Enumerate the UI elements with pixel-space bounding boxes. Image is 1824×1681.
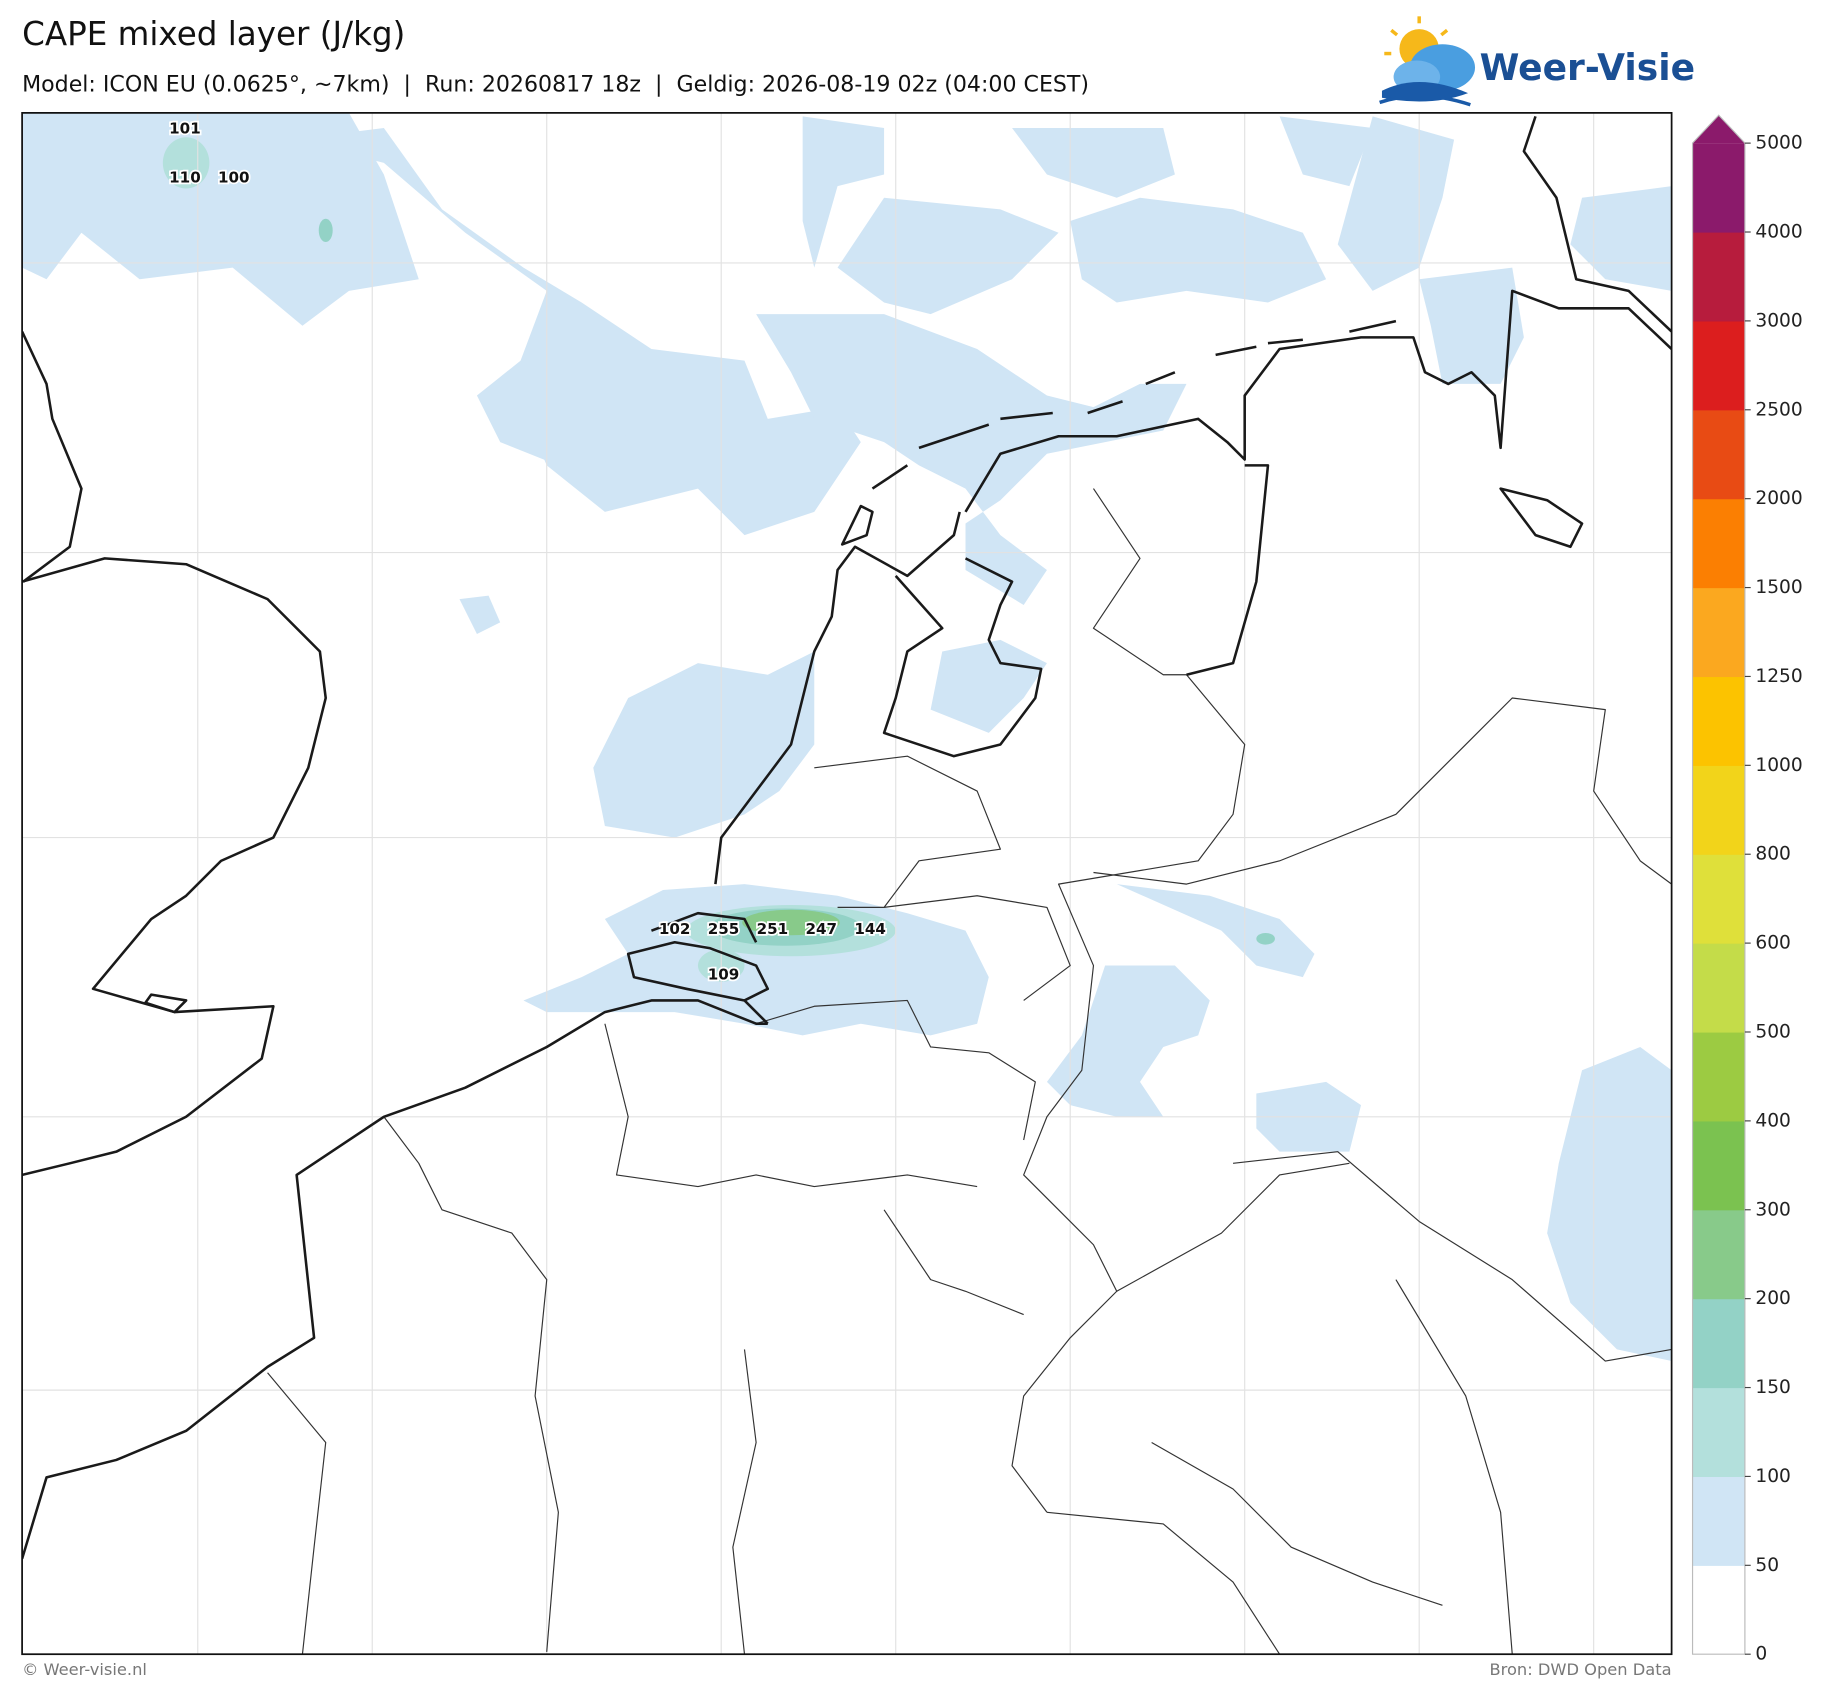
coastlines (22, 115, 1672, 1560)
colorbar-segment (1692, 409, 1745, 500)
colorbar-tick-label: 2500 (1755, 399, 1802, 420)
colorbar-outline (1691, 114, 1746, 1655)
map: 101 110 100 102 255 251 247 144 109 (22, 112, 1672, 1655)
colorbar-tick-label: 5000 (1755, 133, 1802, 154)
cape-value-label: 251 (757, 920, 789, 938)
colorbar-segment (1692, 587, 1745, 678)
cape-value-label: 255 (708, 920, 740, 938)
colorbar-tick-label: 2000 (1755, 488, 1802, 509)
colorbar-extend-arrow (1692, 115, 1745, 144)
map-labels: 101 110 100 102 255 251 247 144 109 (167, 118, 887, 985)
colorbar-tick-label: 600 (1755, 933, 1791, 954)
cape-value-label: 109 (708, 965, 740, 983)
footer-left: © Weer-visie.nl (22, 1660, 147, 1679)
subtitle: Model: ICON EU (0.0625°, ~7km) | Run: 20… (22, 71, 1089, 97)
colorbar-tick-label: 400 (1755, 1110, 1791, 1131)
colorbar-tick-label: 50 (1755, 1555, 1779, 1576)
cape-patches (22, 112, 1672, 1362)
colorbar-tick-label: 4000 (1755, 222, 1802, 243)
title: CAPE mixed layer (J/kg) (22, 15, 405, 53)
colorbar-segment (1692, 232, 1745, 322)
colorbar-segment (1692, 143, 1745, 233)
colorbar-tick-label: 0 (1755, 1644, 1767, 1665)
cape-value-label: 110 (169, 169, 201, 187)
colorbar-segment (1692, 943, 1745, 1033)
colorbar-segment (1692, 498, 1745, 589)
logo-text: Weer-Visie (1480, 47, 1695, 89)
cape-value-label: 101 (169, 120, 201, 138)
colorbar-tick-label: 1000 (1755, 755, 1802, 776)
colorbar-tick-label: 3000 (1755, 310, 1802, 331)
footer-right: Bron: DWD Open Data (1489, 1660, 1671, 1679)
colorbar-tick-label: 1500 (1755, 577, 1802, 598)
colorbar-tick-label: 800 (1755, 844, 1791, 865)
colorbar-segment (1692, 1476, 1745, 1566)
colorbar-tick-label: 500 (1755, 1021, 1791, 1042)
cape-value-label: 100 (218, 169, 250, 187)
colorbar: 0 50 100 150 200 300 400 500 600 800 1000 1250 1500 2… (1691, 114, 1803, 1665)
colorbar-segment (1692, 1031, 1745, 1122)
colorbar-segment (1692, 320, 1745, 411)
colorbar-tick-label: 100 (1755, 1466, 1791, 1487)
cape-value-label: 144 (854, 920, 886, 938)
colorbar-segment (1692, 1209, 1745, 1300)
colorbar-segment (1692, 765, 1745, 855)
colorbar-tick-label: 150 (1755, 1377, 1791, 1398)
logo: Weer-Visie (1379, 16, 1695, 107)
colorbar-segment (1692, 1298, 1745, 1389)
cape-value-label: 247 (805, 920, 837, 938)
colorbar-tick-label: 200 (1755, 1288, 1791, 1309)
colorbar-tick-label: 1250 (1755, 666, 1802, 687)
colorbar-segment (1692, 854, 1745, 944)
colorbar-segment (1692, 1120, 1745, 1211)
borders (267, 488, 1672, 1655)
colorbar-segment (1692, 1565, 1745, 1655)
colorbar-segment (1692, 676, 1745, 766)
colorbar-segment (1692, 1387, 1745, 1478)
cape-value-label: 102 (659, 920, 691, 938)
grid (22, 112, 1672, 1655)
colorbar-tick-label: 300 (1755, 1199, 1791, 1220)
map-frame (21, 112, 1673, 1656)
